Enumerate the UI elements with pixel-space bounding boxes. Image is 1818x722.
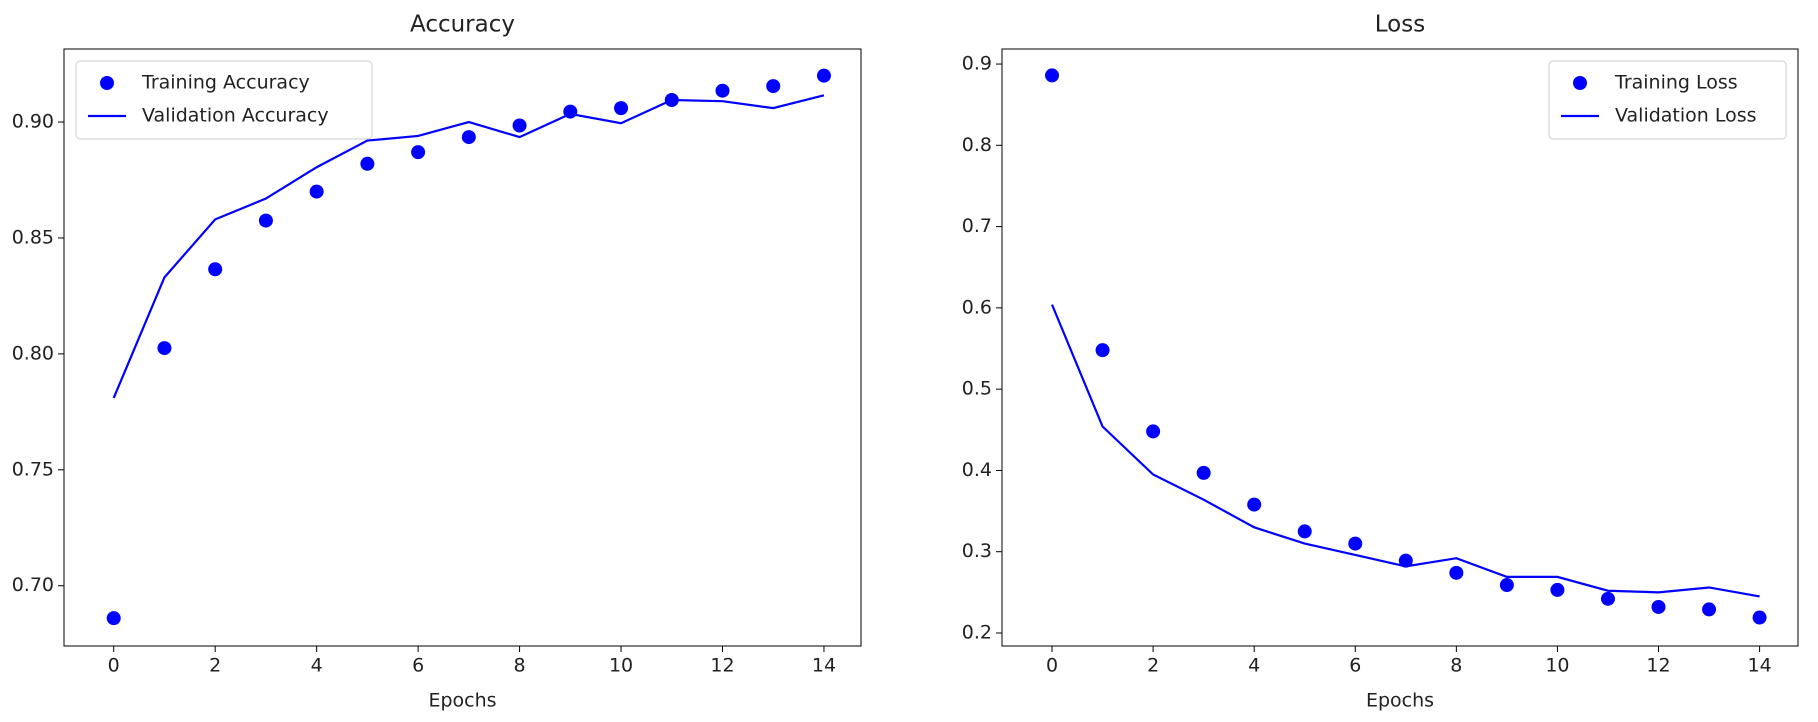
point (1297, 524, 1312, 539)
y-tick-label: 0.90 (12, 111, 54, 133)
legend-label: Validation Accuracy (142, 105, 329, 127)
x-tick-label: 6 (1349, 655, 1361, 677)
point (208, 262, 223, 277)
x-tick-label: 8 (1450, 655, 1462, 677)
point (1651, 599, 1666, 614)
point (1600, 591, 1615, 606)
line (1051, 304, 1760, 598)
plot-frame (1001, 48, 1799, 647)
y-tick-label: 0.2 (962, 621, 992, 643)
x-tick-label: 12 (1646, 655, 1670, 677)
point (411, 145, 426, 160)
x-tick-label: 2 (1147, 655, 1159, 677)
x-tick-label: 14 (1747, 655, 1771, 677)
x-tick-label: 14 (812, 655, 836, 677)
x-tick-label: 0 (108, 655, 120, 677)
y-tick-label: 0.3 (962, 540, 992, 562)
x-tick-label: 12 (710, 655, 734, 677)
x-axis-label: Epochs (428, 690, 496, 712)
y-tick-label: 0.80 (12, 342, 54, 364)
y-tick-label: 0.9 (962, 53, 992, 75)
x-tick-label: 10 (1545, 655, 1569, 677)
point (614, 101, 629, 116)
line (112, 94, 825, 399)
point (1702, 602, 1717, 617)
x-tick-label: 2 (209, 655, 221, 677)
x-tick-label: 0 (1046, 655, 1058, 677)
point (1550, 582, 1565, 597)
point (360, 156, 375, 171)
x-tick-label: 4 (1248, 655, 1260, 677)
legend-box (75, 60, 373, 140)
point (1196, 465, 1211, 480)
y-tick-label: 0.7 (962, 215, 992, 237)
legend-marker (100, 76, 114, 90)
point (1449, 565, 1464, 580)
y-tick-label: 0.6 (962, 296, 992, 318)
point (106, 611, 121, 626)
point (512, 118, 527, 133)
point (1752, 610, 1767, 625)
point (1247, 497, 1262, 512)
point (1095, 343, 1110, 358)
x-tick-label: 4 (311, 655, 323, 677)
y-tick-label: 0.75 (12, 458, 54, 480)
y-tick-label: 0.8 (962, 134, 992, 156)
point (1045, 68, 1060, 83)
y-tick-label: 0.5 (962, 378, 992, 400)
point (1348, 536, 1363, 551)
chart-title: Accuracy (410, 12, 515, 38)
x-tick-label: 10 (609, 655, 633, 677)
legend-label: Training Accuracy (141, 72, 310, 94)
point (309, 184, 324, 199)
point (157, 341, 172, 356)
x-tick-label: 8 (514, 655, 526, 677)
legend-label: Validation Loss (1615, 105, 1757, 127)
y-tick-label: 0.70 (12, 574, 54, 596)
legend-marker (1573, 76, 1587, 90)
y-tick-label: 0.85 (12, 226, 54, 248)
point (715, 83, 730, 98)
point (1146, 424, 1161, 439)
x-tick-label: 6 (412, 655, 424, 677)
legend-label: Training Loss (1614, 72, 1738, 94)
point (258, 213, 273, 228)
chart-title: Loss (1375, 12, 1425, 38)
point (766, 79, 781, 94)
point (461, 130, 476, 145)
plot-frame (63, 48, 862, 647)
y-tick-label: 0.4 (962, 459, 992, 481)
point (1499, 578, 1514, 593)
point (1398, 553, 1413, 568)
x-axis-label: Epochs (1366, 690, 1434, 712)
point (816, 68, 831, 83)
legend-box (1548, 60, 1787, 140)
